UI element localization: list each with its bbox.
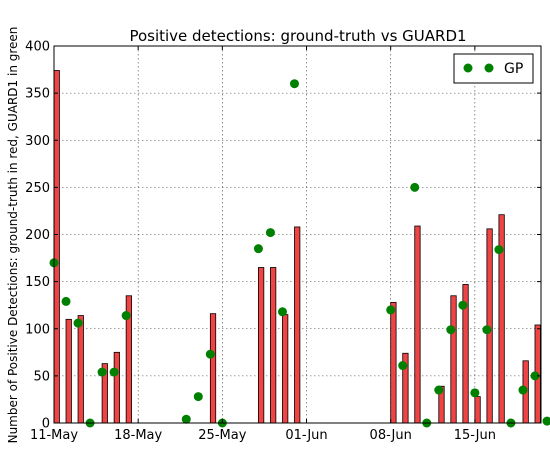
ground-truth-bar xyxy=(294,226,301,424)
y-tick-label: 100 xyxy=(25,322,50,337)
grid-lines xyxy=(54,46,541,423)
gp-points xyxy=(49,79,550,428)
legend-label-gp: GP xyxy=(504,61,523,77)
ground-truth-bar xyxy=(474,396,481,424)
x-tick-label: 01-Jun xyxy=(285,428,327,443)
gp-point xyxy=(193,392,203,402)
gp-point xyxy=(530,371,540,381)
chart-title: Positive detections: ground-truth vs GUA… xyxy=(129,27,466,45)
gp-point xyxy=(73,318,83,328)
gp-point xyxy=(410,182,420,192)
gp-point xyxy=(121,311,131,321)
ground-truth-bar xyxy=(65,318,72,424)
ground-truth-bar xyxy=(53,70,60,424)
x-tick-label: 25-May xyxy=(198,428,246,443)
y-axis-label: Number of Positive Detections: ground-tr… xyxy=(6,27,20,444)
ground-truth-bars xyxy=(53,70,541,424)
gp-point xyxy=(446,325,456,335)
ground-truth-bar xyxy=(270,267,277,424)
x-tick-label: 08-Jun xyxy=(370,428,412,443)
legend-marker-1 xyxy=(463,63,473,73)
ground-truth-bar xyxy=(282,314,289,424)
y-tick-label: 150 xyxy=(25,275,50,290)
gp-point xyxy=(518,385,528,395)
ground-truth-bar xyxy=(258,267,265,424)
gp-point xyxy=(97,367,107,377)
gp-point xyxy=(398,361,408,371)
gp-point xyxy=(434,385,444,395)
y-tick-label: 300 xyxy=(25,134,50,149)
gp-point xyxy=(386,305,396,315)
y-tick-label: 350 xyxy=(25,87,50,102)
y-tick-label: 250 xyxy=(25,181,50,196)
gp-point xyxy=(542,416,550,426)
legend-marker-2 xyxy=(484,63,494,73)
ground-truth-bar xyxy=(77,315,84,424)
gp-point xyxy=(205,349,215,359)
gp-point xyxy=(277,307,287,317)
gp-point xyxy=(181,414,191,424)
gp-point xyxy=(109,367,119,377)
axis-ticks: 0 50 100 150 200 250 300 350 400 11-May 18-May 25-M… xyxy=(25,40,541,443)
x-tick-label: 15-Jun xyxy=(454,428,496,443)
y-tick-label: 200 xyxy=(25,228,50,243)
ground-truth-bar xyxy=(414,225,421,424)
y-tick-label: 400 xyxy=(25,40,50,55)
gp-point xyxy=(470,388,480,398)
ground-truth-bar xyxy=(209,313,217,424)
ground-truth-bar xyxy=(450,295,457,424)
x-tick-label: 18-May xyxy=(114,428,162,443)
gp-point xyxy=(265,228,275,238)
ground-truth-bar xyxy=(390,301,397,424)
gp-point xyxy=(458,300,468,310)
ground-truth-bar xyxy=(113,351,120,424)
gp-point xyxy=(253,244,263,254)
y-tick-label: 50 xyxy=(33,369,50,384)
gp-point xyxy=(482,325,492,335)
x-tick-label: 11-May xyxy=(30,428,78,443)
gp-point xyxy=(494,245,504,255)
gp-point xyxy=(61,296,71,306)
gp-point xyxy=(289,79,299,89)
legend: GP xyxy=(453,53,534,84)
y-tick-label: 0 xyxy=(42,417,50,432)
